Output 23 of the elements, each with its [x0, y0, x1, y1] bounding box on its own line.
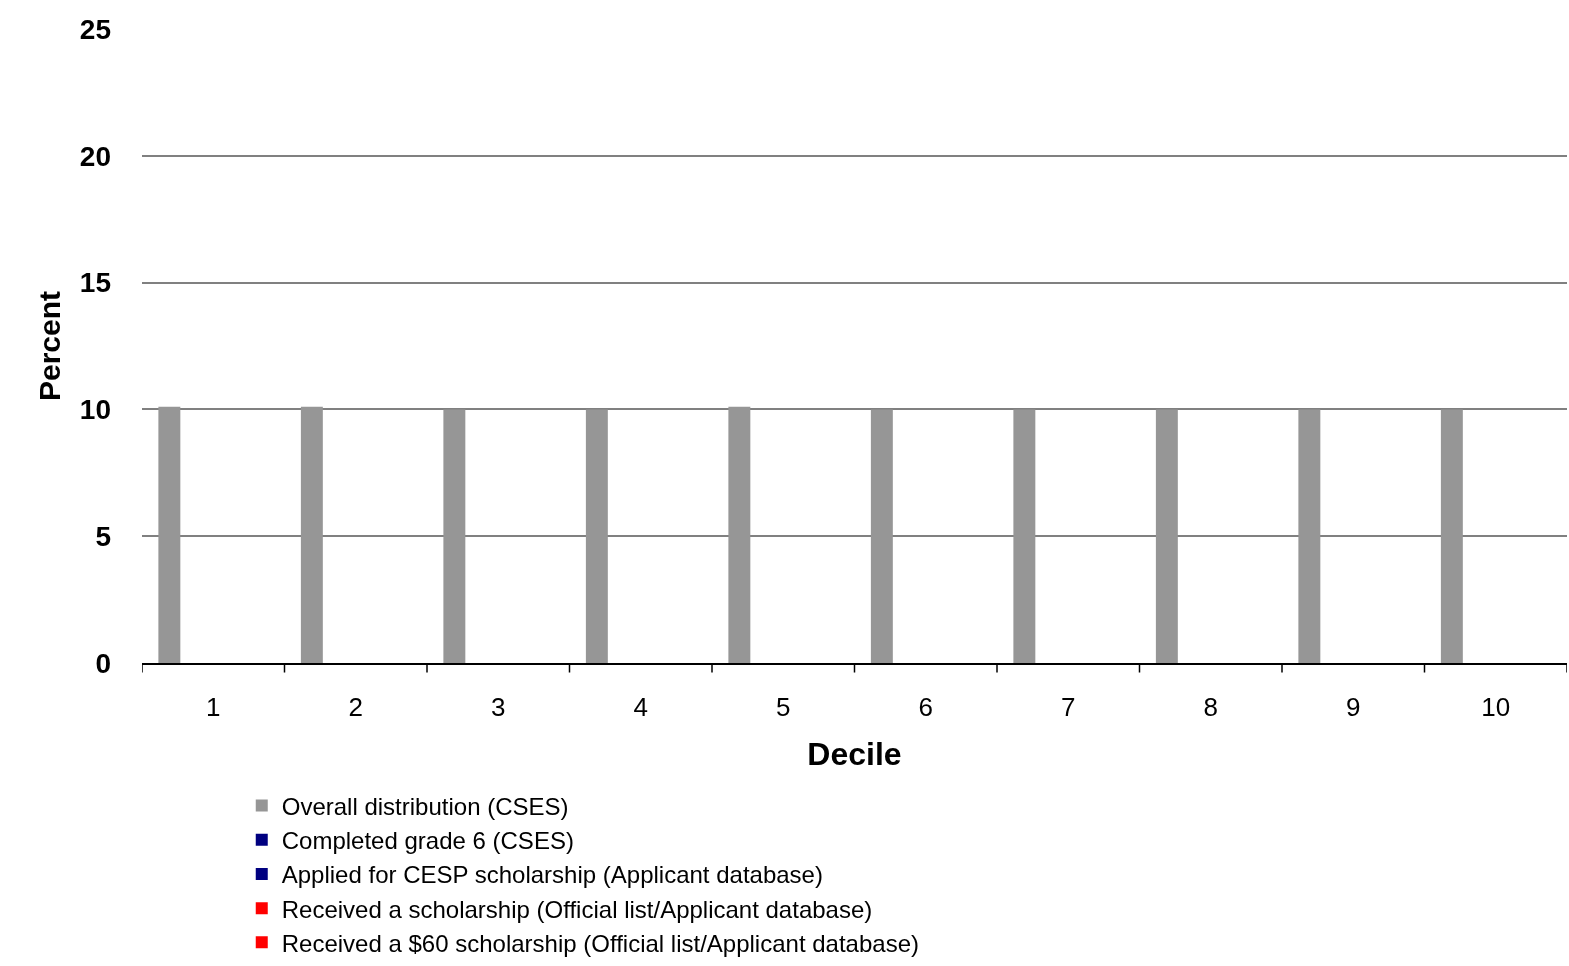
x-tick-label: 5 — [776, 691, 791, 722]
x-tick-label: 10 — [1481, 691, 1511, 722]
y-axis-title: Percent — [32, 290, 66, 402]
y-tick-label: 5 — [95, 521, 111, 552]
y-tick-label: 0 — [95, 647, 111, 679]
x-tick-label: 4 — [633, 691, 648, 722]
x-tick-label: 1 — [206, 691, 221, 722]
x-tick-label: 7 — [1061, 691, 1076, 722]
y-tick-label: 25 — [79, 13, 111, 45]
legend-label: Overall distribution (CSES) — [281, 792, 569, 820]
y-tick-label: 15 — [79, 267, 111, 299]
legend-label: Received a $60 scholarship (Official list/Applicant database) — [281, 929, 919, 957]
y-tick-label: 20 — [79, 140, 111, 172]
legend-label: Received a scholarship (Official list/Applicant database) — [281, 895, 873, 923]
x-tick-label: 8 — [1203, 691, 1218, 722]
x-tick-label: 6 — [918, 691, 933, 722]
y-tick-label: 10 — [79, 394, 111, 426]
x-tick-label: 9 — [1346, 691, 1361, 722]
legend-label: Applied for CESP scholarship (Applicant database) — [281, 861, 823, 889]
x-tick-label: 3 — [491, 691, 506, 722]
x-axis-title: Decile — [807, 736, 902, 773]
x-tick-label: 2 — [348, 691, 363, 722]
legend-label: Completed grade 6 (CSES) — [281, 827, 574, 855]
